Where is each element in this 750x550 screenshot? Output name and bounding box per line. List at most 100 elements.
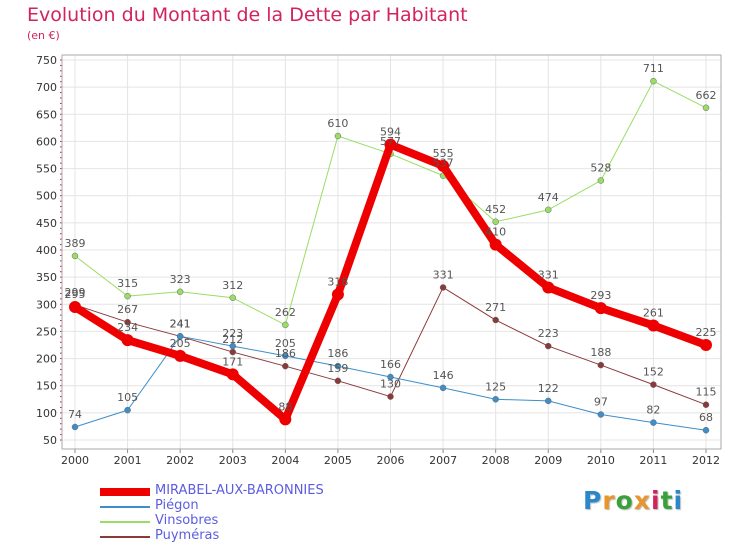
plot-border [61, 54, 722, 450]
data-point [229, 294, 236, 302]
y-tick-label: 350 [36, 271, 57, 284]
data-label: 223 [538, 327, 559, 340]
data-label: 225 [696, 326, 717, 339]
logo-letter: r [602, 486, 616, 515]
data-label: 212 [222, 333, 243, 346]
data-point [492, 396, 499, 403]
data-point [282, 352, 289, 360]
data-label: 331 [433, 268, 454, 281]
y-axis-ticks: 50 100 150 200 250 300 350 400 450 500 550 600 650 70… [36, 54, 62, 447]
x-tick-label: 2010 [587, 454, 615, 467]
data-point [489, 238, 502, 251]
data-label: 166 [380, 358, 401, 371]
y-tick-label: 400 [36, 244, 57, 257]
x-tick-label: 2011 [639, 454, 667, 467]
data-point [121, 334, 134, 347]
y-tick-label: 750 [36, 54, 57, 67]
legend-label: MIRABEL-AUX-BARONNIES [155, 483, 324, 498]
data-label: 205 [275, 337, 296, 350]
x-tick-label: 2007 [429, 454, 457, 467]
data-point [650, 77, 657, 85]
logo-letter: t [660, 486, 674, 515]
x-axis-ticks: 2000 2001 2002 2003 2004 2005 2006 2007 2008 2009… [61, 449, 720, 467]
data-point [229, 348, 236, 356]
x-tick-label: 2005 [324, 454, 352, 467]
chart-title: Evolution du Montant de la Dette par Hab… [27, 4, 468, 26]
data-point [597, 411, 605, 418]
legend-swatch [100, 506, 150, 508]
y-tick-label: 100 [36, 407, 57, 420]
data-point [702, 426, 710, 434]
logo-letter: o [615, 486, 634, 515]
data-point [176, 288, 184, 296]
data-point [334, 362, 342, 370]
data-label: 159 [327, 362, 348, 375]
x-tick-label: 2001 [114, 454, 142, 467]
data-label: 186 [275, 347, 296, 360]
data-point [229, 342, 236, 350]
data-point [331, 288, 344, 301]
data-label: 261 [643, 306, 664, 319]
legend-item: Piégon [100, 498, 420, 515]
legend-item: MIRABEL-AUX-BARONNIES [100, 483, 420, 500]
x-tick-label: 2012 [692, 454, 720, 467]
data-label: 88 [278, 400, 292, 413]
data-label: 537 [433, 157, 454, 170]
data-point [282, 321, 289, 329]
data-label: 331 [538, 268, 559, 281]
data-label: 130 [380, 378, 401, 391]
proxiti-logo: Proxiti [583, 486, 683, 515]
data-point [334, 377, 342, 385]
y-tick-label: 500 [36, 190, 57, 203]
legend-swatch [100, 521, 150, 523]
x-tick-label: 2008 [482, 454, 510, 467]
data-label: 389 [65, 237, 86, 250]
data-label: 295 [65, 288, 86, 301]
data-point [176, 333, 184, 340]
x-tick-label: 2006 [377, 454, 405, 467]
data-point [700, 339, 712, 351]
data-label: 205 [170, 337, 191, 350]
data-point [542, 281, 555, 294]
data-label: 82 [646, 404, 660, 417]
data-label: 234 [117, 321, 138, 334]
data-label: 146 [433, 369, 454, 382]
x-tick-label: 2004 [271, 454, 299, 467]
data-label: 594 [380, 126, 401, 139]
y-tick-label: 700 [36, 81, 57, 94]
data-point [650, 419, 657, 426]
x-tick-label: 2003 [219, 454, 247, 467]
y-tick-label: 600 [36, 135, 57, 148]
data-point [279, 413, 292, 426]
y-tick-label: 150 [36, 380, 57, 393]
data-point [124, 318, 131, 326]
y-tick-label: 200 [36, 353, 57, 366]
data-point [492, 316, 499, 324]
series-group [69, 77, 712, 434]
y-tick-label: 450 [36, 217, 57, 230]
logo-letter: i [651, 486, 661, 515]
data-point [437, 159, 450, 172]
logo-letter: P [583, 486, 603, 515]
y-tick-label: 250 [36, 325, 57, 338]
data-point [384, 138, 397, 151]
legend-item: Vinsobres [100, 513, 420, 530]
y-tick-label: 50 [43, 434, 57, 447]
y-tick-label: 300 [36, 298, 57, 311]
data-label: 68 [699, 411, 713, 424]
data-label: 171 [222, 355, 243, 368]
data-label: 315 [117, 277, 138, 290]
data-point [124, 292, 131, 300]
data-label: 662 [696, 89, 717, 102]
data-point [545, 206, 552, 214]
data-label: 555 [433, 147, 454, 160]
data-label: 528 [590, 162, 611, 175]
data-point [439, 284, 447, 291]
data-label: 410 [485, 226, 506, 239]
data-label: 186 [327, 347, 348, 360]
data-label: 262 [275, 306, 296, 319]
data-label: 188 [590, 346, 611, 359]
data-point [647, 319, 660, 332]
data-point [594, 302, 607, 315]
